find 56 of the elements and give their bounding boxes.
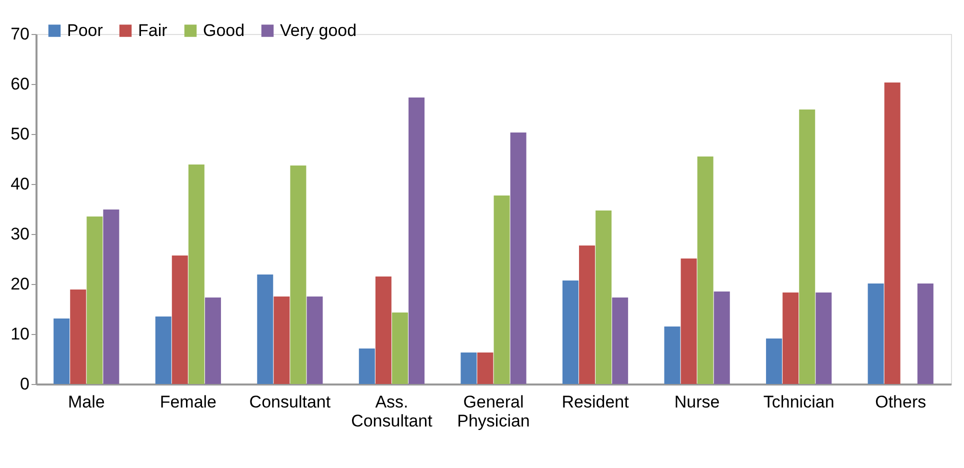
bar (460, 352, 477, 384)
y-tick-label: 70 (10, 24, 30, 44)
bar (86, 216, 103, 384)
bar (714, 292, 730, 384)
legend-label: Fair (138, 20, 168, 40)
x-tick-label: Male (68, 392, 105, 412)
x-tick-label: Nurse (674, 392, 720, 412)
bar (782, 292, 799, 384)
bar (579, 246, 596, 384)
y-tick-label: 50 (10, 124, 30, 144)
bar (392, 312, 408, 384)
x-tick-label: Resident (562, 392, 630, 412)
bar (204, 298, 221, 384)
bar (274, 296, 290, 384)
legend-label: Poor (67, 20, 104, 40)
y-tick-label: 0 (20, 374, 30, 394)
bar (868, 284, 884, 384)
bar (188, 164, 204, 384)
bar (257, 274, 274, 384)
bar (155, 316, 172, 384)
bar (562, 280, 578, 384)
x-tick-label: Consultant (249, 392, 331, 412)
y-tick-label: 30 (10, 224, 30, 244)
legend-label: Good (203, 20, 245, 40)
x-tick-label: General Physician (457, 392, 530, 430)
bar (494, 196, 510, 384)
x-tick-label: Tchnician (763, 392, 834, 412)
bar (664, 326, 680, 384)
bar (290, 166, 306, 384)
bar (917, 284, 934, 384)
bar (70, 290, 86, 384)
bar (358, 348, 375, 384)
y-tick-label: 60 (10, 74, 30, 94)
bar (612, 298, 628, 384)
legend-label: Very good (280, 20, 357, 40)
x-tick-label: Female (160, 392, 217, 412)
bar (306, 296, 323, 384)
bar (477, 352, 494, 384)
bar (766, 338, 782, 384)
bar (103, 210, 120, 384)
bar (375, 276, 392, 384)
bar (680, 258, 697, 384)
bar (172, 256, 188, 384)
bar (54, 318, 70, 384)
bar (884, 82, 900, 384)
bar (697, 156, 714, 384)
x-tick-label: Others (875, 392, 926, 412)
y-tick-label: 20 (10, 274, 30, 294)
bar (596, 210, 612, 384)
x-tick-label: Ass. Consultant (351, 392, 433, 430)
y-tick-label: 40 (10, 174, 30, 194)
bar (408, 98, 425, 384)
y-tick-label: 10 (10, 324, 30, 344)
bar (816, 292, 832, 384)
bar (510, 132, 526, 384)
bar (799, 110, 816, 384)
